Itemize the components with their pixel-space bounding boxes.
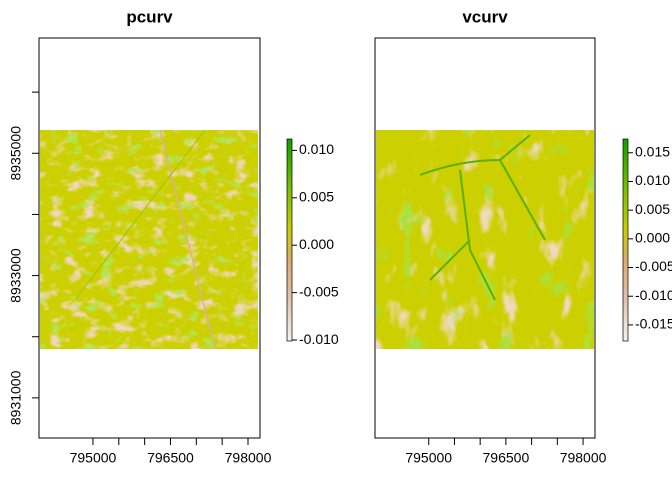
x-tick-label: 796500 [147, 450, 194, 466]
legend-tick-label: 0.005 [635, 201, 670, 217]
color-bar [286, 138, 293, 342]
raster-vcurv [376, 130, 594, 349]
legend-tick-label: 0.015 [635, 143, 670, 159]
legend-tick-label: 0.000 [299, 236, 334, 252]
legend-tick-label: 0.005 [299, 189, 334, 205]
raster-pcurv [40, 129, 258, 350]
legend-tick-label: -0.010 [635, 287, 672, 303]
legend-tick-label: -0.005 [635, 258, 672, 274]
legend-tick-label: -0.005 [299, 283, 339, 299]
panel-title: pcurv [126, 7, 173, 26]
y-tick-label: 8931000 [8, 370, 24, 425]
panel-title: vcurv [462, 7, 508, 26]
y-tick-label: 8933000 [8, 248, 24, 303]
x-tick-label: 796500 [483, 450, 530, 466]
x-tick-label: 795000 [405, 450, 452, 466]
color-bar [622, 138, 629, 342]
y-tick-label: 8935000 [8, 126, 24, 181]
x-tick-label: 798000 [225, 450, 272, 466]
legend-tick-label: -0.010 [299, 331, 339, 347]
x-tick-label: 795000 [70, 450, 117, 466]
legend-tick-label: 0.000 [635, 230, 670, 246]
x-tick-label: 798000 [560, 450, 607, 466]
legend-tick-label: 0.010 [299, 141, 334, 157]
legend-tick-label: -0.015 [635, 316, 672, 332]
legend-tick-label: 0.010 [635, 172, 670, 188]
